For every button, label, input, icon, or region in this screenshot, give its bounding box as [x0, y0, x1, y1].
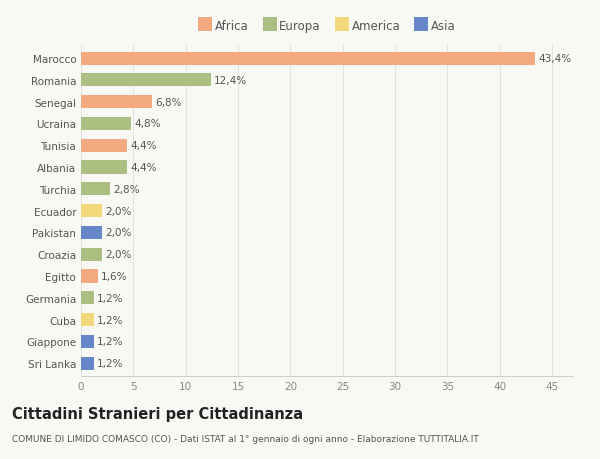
- Text: 4,4%: 4,4%: [130, 141, 157, 151]
- Legend: Africa, Europa, America, Asia: Africa, Europa, America, Asia: [199, 21, 455, 34]
- Text: 12,4%: 12,4%: [214, 76, 247, 86]
- Text: 1,2%: 1,2%: [97, 315, 123, 325]
- Text: 2,8%: 2,8%: [113, 185, 140, 195]
- Text: 1,2%: 1,2%: [97, 293, 123, 303]
- Bar: [81, 52, 535, 66]
- Bar: [81, 205, 102, 218]
- Bar: [81, 291, 94, 305]
- Bar: [81, 226, 102, 240]
- Text: 4,8%: 4,8%: [134, 119, 161, 129]
- Text: COMUNE DI LIMIDO COMASCO (CO) - Dati ISTAT al 1° gennaio di ogni anno - Elaboraz: COMUNE DI LIMIDO COMASCO (CO) - Dati IST…: [12, 434, 479, 443]
- Bar: [81, 118, 131, 131]
- Text: 1,6%: 1,6%: [101, 271, 127, 281]
- Bar: [81, 74, 211, 87]
- Text: 43,4%: 43,4%: [538, 54, 572, 64]
- Text: 1,2%: 1,2%: [97, 336, 123, 347]
- Text: 6,8%: 6,8%: [155, 97, 182, 107]
- Bar: [81, 140, 127, 152]
- Bar: [81, 183, 110, 196]
- Text: Cittadini Stranieri per Cittadinanza: Cittadini Stranieri per Cittadinanza: [12, 406, 303, 421]
- Text: 4,4%: 4,4%: [130, 162, 157, 173]
- Text: 1,2%: 1,2%: [97, 358, 123, 368]
- Bar: [81, 96, 152, 109]
- Text: 2,0%: 2,0%: [105, 206, 131, 216]
- Text: 2,0%: 2,0%: [105, 228, 131, 238]
- Bar: [81, 161, 127, 174]
- Bar: [81, 335, 94, 348]
- Bar: [81, 248, 102, 261]
- Bar: [81, 357, 94, 370]
- Bar: [81, 313, 94, 326]
- Bar: [81, 270, 98, 283]
- Text: 2,0%: 2,0%: [105, 250, 131, 260]
